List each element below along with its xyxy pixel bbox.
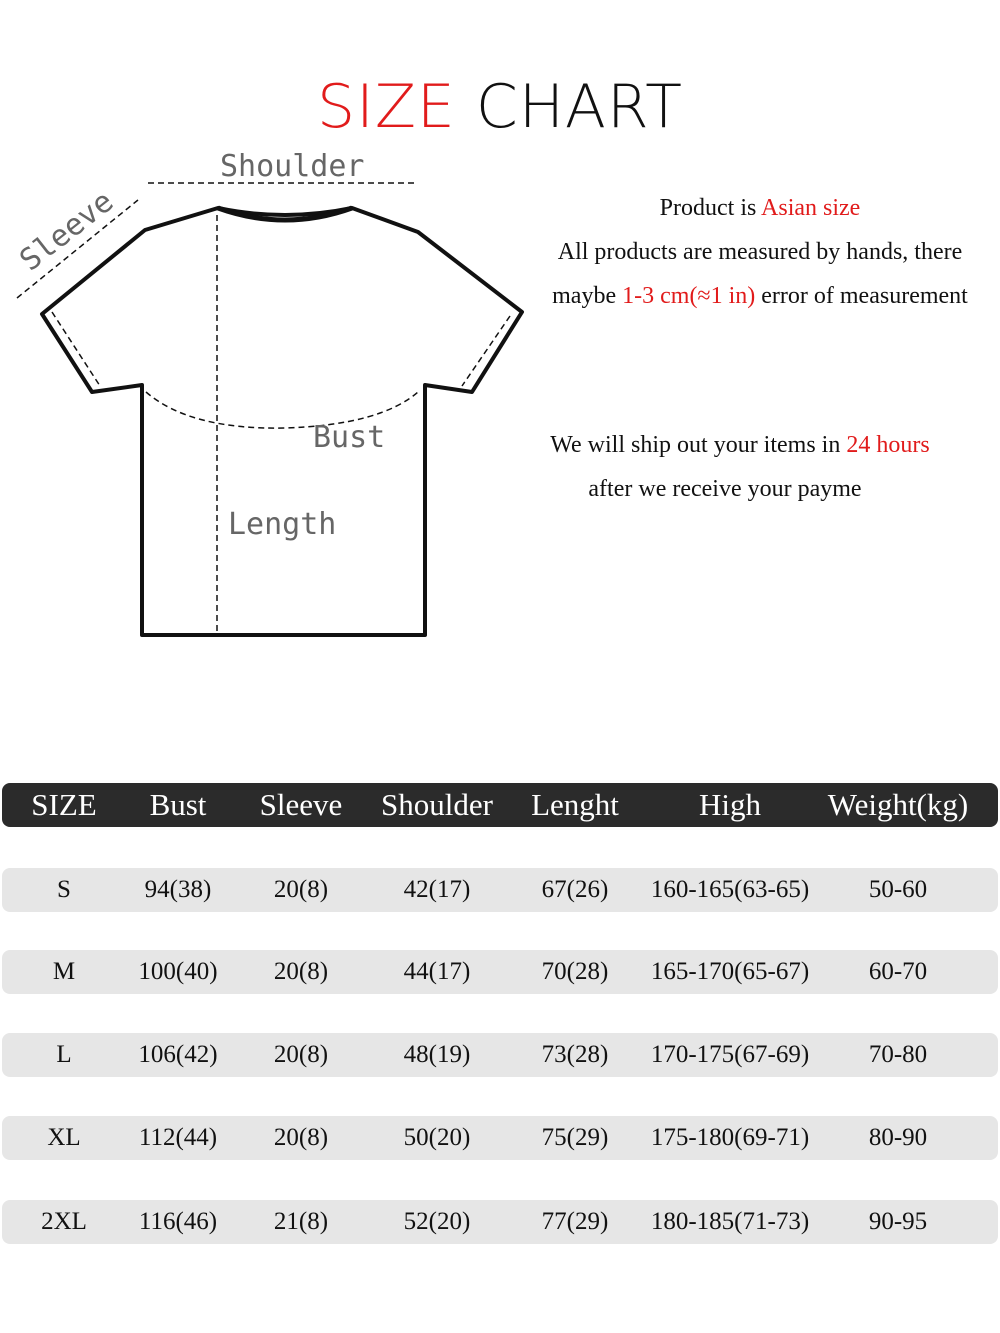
table-cell: 42(17) (403, 876, 471, 903)
table-cell: 106(42) (138, 1041, 218, 1068)
column-header: Sleeve (259, 787, 343, 822)
table-cell: 100(40) (138, 958, 218, 985)
table-row: L 106(42) 20(8) 48(19) 73(28) 170-175(67-69) 7… (2, 1033, 998, 1077)
table-cell: 20(8) (273, 1124, 329, 1151)
tshirt-diagram: Shoulder Sleeve Bust Length (13, 149, 524, 637)
column-header: Lenght (531, 787, 619, 822)
column-header: SIZE (31, 787, 97, 822)
table-cell: 70-80 (868, 1041, 928, 1068)
table-cell: 60-70 (868, 958, 928, 985)
table-cell: 75(29) (541, 1124, 609, 1151)
table-cell: 21(8) (273, 1208, 329, 1235)
info-line-4: We will ship out your items in 24 hours (550, 432, 930, 458)
info-line-2: All products are measured by hands, ther… (557, 239, 963, 265)
table-cell: 70(28) (541, 958, 609, 985)
table-cell: XL (47, 1124, 81, 1151)
table-cell: 50(20) (403, 1124, 471, 1151)
length-label: Length (228, 507, 336, 542)
table-header: SIZE Bust Sleeve Shoulder Lenght High Weight(k… (2, 783, 998, 827)
table-row: S 94(38) 20(8) 42(17) 67(26) 160-165(63-65) 50… (2, 868, 998, 912)
table-row: 2XL 116(46) 21(8) 52(20) 77(29) 180-185(71-73… (2, 1200, 998, 1244)
table-cell: 48(19) (403, 1041, 471, 1068)
column-header: High (699, 787, 761, 822)
column-header: Weight(kg) (827, 787, 969, 822)
table-cell: 50-60 (868, 876, 928, 903)
table-cell: 90-95 (868, 1208, 928, 1235)
table-cell: 165-170(65-67) (650, 958, 810, 985)
table-cell: 2XL (41, 1208, 87, 1235)
column-header: Shoulder (381, 787, 493, 822)
table-cell: 52(20) (403, 1208, 471, 1235)
column-header: Bust (149, 787, 207, 822)
table-cell: S (57, 876, 71, 903)
table-row: XL 112(44) 20(8) 50(20) 75(29) 175-180(69-71)… (2, 1116, 998, 1160)
table-cell: 112(44) (138, 1124, 218, 1151)
table-cell: 20(8) (273, 958, 329, 985)
shoulder-label: Shoulder (220, 149, 365, 184)
info-line-1: Product is Asian size (659, 195, 861, 221)
table-cell: 80-90 (868, 1124, 928, 1151)
table-cell: 67(26) (541, 876, 609, 903)
table-cell: 180-185(71-73) (650, 1208, 810, 1235)
table-cell: 20(8) (273, 876, 329, 903)
table-cell: 94(38) (144, 876, 212, 903)
info-line-3: maybe 1-3 cm(≈1 in) error of measurement (552, 283, 968, 309)
table-cell: 73(28) (541, 1041, 609, 1068)
table-cell: 160-165(63-65) (650, 876, 810, 903)
table-cell: 20(8) (273, 1041, 329, 1068)
table-cell: 170-175(67-69) (650, 1041, 810, 1068)
table-cell: 175-180(69-71) (650, 1124, 810, 1151)
table-cell: M (52, 958, 76, 985)
table-row: M 100(40) 20(8) 44(17) 70(28) 165-170(65-67) 6… (2, 950, 998, 994)
table-cell: L (56, 1041, 72, 1068)
table-cell: 77(29) (541, 1208, 609, 1235)
info-line-5: after we receive your payme (588, 476, 862, 502)
page-title: SIZE CHART (317, 72, 683, 142)
table-cell: 44(17) (403, 958, 471, 985)
bust-label: Bust (313, 420, 385, 455)
table-cell: 116(46) (138, 1208, 218, 1235)
